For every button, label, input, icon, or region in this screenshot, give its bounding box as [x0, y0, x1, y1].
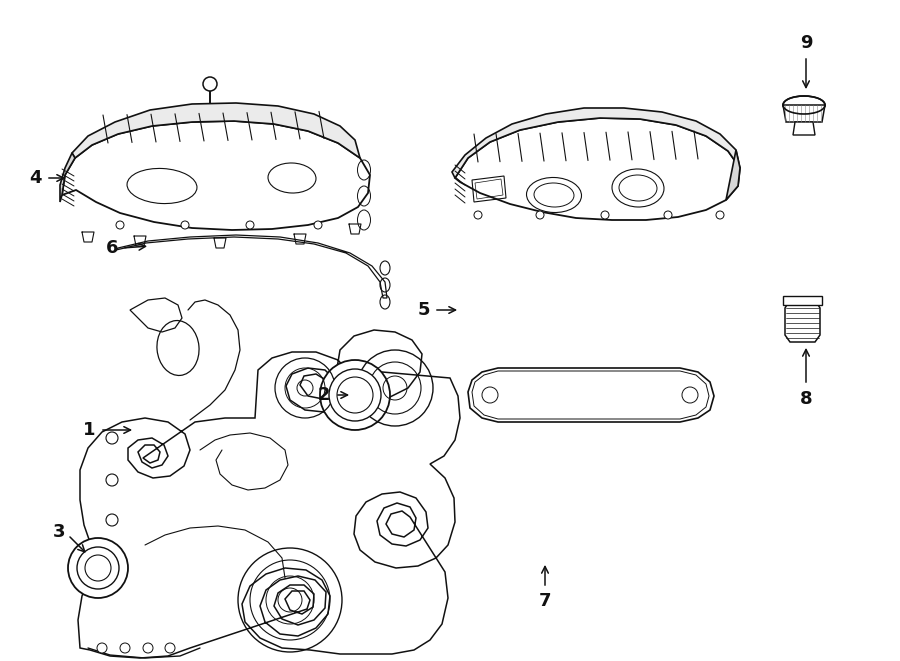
Circle shape — [165, 643, 175, 653]
Polygon shape — [60, 153, 75, 202]
Polygon shape — [452, 108, 740, 178]
Circle shape — [474, 211, 482, 219]
Circle shape — [143, 643, 153, 653]
Polygon shape — [783, 105, 825, 122]
Polygon shape — [116, 235, 387, 298]
Circle shape — [664, 211, 672, 219]
Text: 6: 6 — [105, 239, 118, 257]
Circle shape — [536, 211, 544, 219]
Text: 9: 9 — [800, 34, 812, 52]
Circle shape — [106, 474, 118, 486]
Circle shape — [106, 514, 118, 526]
Circle shape — [314, 221, 322, 229]
Circle shape — [106, 432, 118, 444]
Circle shape — [77, 547, 119, 589]
Polygon shape — [793, 122, 815, 135]
Text: 7: 7 — [539, 592, 551, 610]
Circle shape — [716, 211, 724, 219]
Circle shape — [116, 221, 124, 229]
Text: 1: 1 — [83, 421, 95, 439]
Polygon shape — [62, 121, 370, 230]
Polygon shape — [726, 150, 740, 200]
Text: 4: 4 — [30, 169, 42, 187]
Text: 5: 5 — [418, 301, 430, 319]
Circle shape — [68, 538, 128, 598]
Polygon shape — [785, 300, 820, 342]
Circle shape — [203, 77, 217, 91]
Text: 2: 2 — [318, 386, 330, 404]
Polygon shape — [783, 296, 822, 305]
Circle shape — [97, 643, 107, 653]
Polygon shape — [468, 368, 714, 422]
Ellipse shape — [783, 96, 825, 114]
Polygon shape — [455, 118, 740, 220]
Circle shape — [601, 211, 609, 219]
Text: 3: 3 — [52, 523, 65, 541]
Polygon shape — [72, 103, 360, 158]
Text: 8: 8 — [800, 390, 813, 408]
Circle shape — [246, 221, 254, 229]
Circle shape — [320, 360, 390, 430]
Circle shape — [181, 221, 189, 229]
Polygon shape — [78, 330, 460, 658]
Circle shape — [329, 369, 381, 421]
Circle shape — [120, 643, 130, 653]
